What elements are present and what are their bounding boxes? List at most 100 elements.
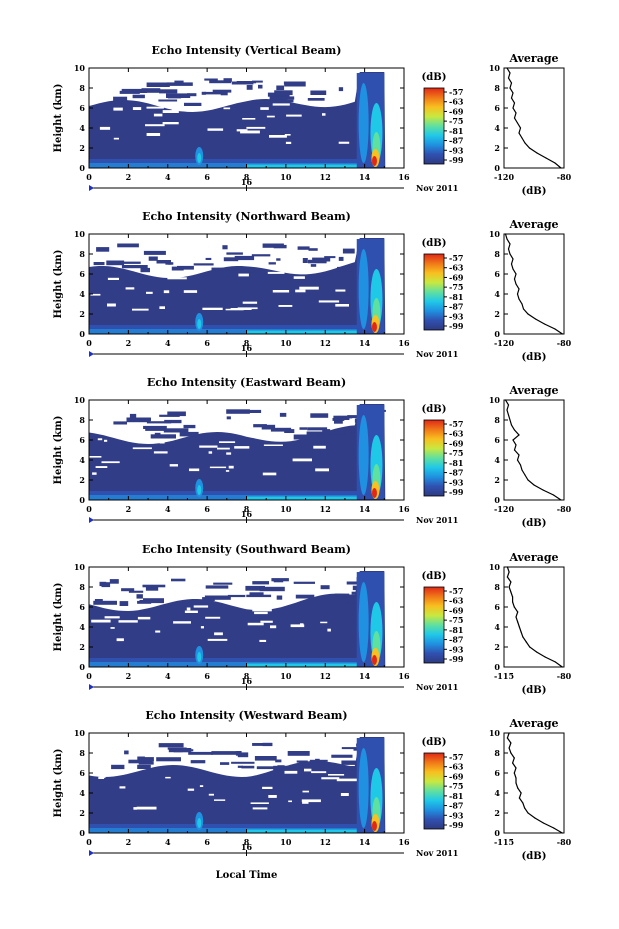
average-profile-point — [507, 404, 510, 406]
panel-2: Echo Intensity (Eastward Beam) 0 2 4 6 8 10 12 1… — [53, 376, 572, 529]
average-profile-point — [510, 263, 513, 265]
average-profile-point — [525, 641, 527, 643]
x-tick-label: 8 — [244, 671, 250, 681]
echo-patch — [205, 257, 212, 260]
y-tick-label: 4 — [79, 455, 85, 465]
echo-patch — [101, 582, 111, 588]
y-axis-label: Height (km) — [53, 583, 64, 652]
echo-gap — [162, 122, 179, 125]
echo-patch — [341, 760, 366, 765]
average-profile-point — [513, 772, 515, 774]
y-tick-label: 6 — [79, 768, 85, 778]
average-profile-point — [512, 439, 514, 441]
echo-patch — [94, 599, 103, 602]
echo-gap — [272, 103, 290, 106]
echo-patch — [143, 598, 164, 604]
echo-patch — [141, 88, 161, 93]
average-profile-point — [524, 474, 526, 476]
average-profile-point — [512, 258, 514, 260]
echo-patch — [338, 256, 344, 261]
average-profile-point — [527, 313, 529, 315]
echo-patch — [223, 78, 232, 82]
plume-core — [197, 652, 202, 662]
panel-title: Echo Intensity (Vertical Beam) — [151, 44, 341, 57]
average-profile-point — [512, 92, 514, 94]
date-day-label: 16 — [241, 177, 253, 187]
x-tick-label: 10 — [280, 172, 292, 182]
echo-patch — [246, 594, 272, 598]
x-tick-label: 2 — [126, 338, 132, 348]
average-y-tick-label: 8 — [494, 415, 500, 425]
y-axis-label: Height (km) — [53, 416, 64, 485]
echo-gap — [288, 800, 292, 803]
echo-gap — [278, 305, 293, 307]
echo-gap — [163, 290, 170, 294]
average-y-tick-label: 6 — [494, 269, 500, 279]
average-profile-point — [543, 323, 546, 325]
echo-patch — [342, 248, 355, 254]
echo-patch — [183, 424, 196, 429]
echo-patch — [262, 742, 273, 747]
echo-gap — [320, 621, 328, 624]
average-profile-point — [527, 812, 529, 814]
echo-patch — [253, 424, 267, 428]
average-profile-point — [510, 82, 513, 84]
echo-patch — [270, 427, 292, 432]
echo-gap — [262, 472, 277, 476]
echo-gap — [165, 776, 171, 779]
x-tick-label: 12 — [320, 172, 331, 182]
echo-patch — [252, 743, 273, 746]
storm-band-a — [358, 415, 369, 495]
echo-patch — [275, 759, 282, 763]
colorbar-tick-label: -57 — [449, 253, 463, 263]
echo-patch — [320, 585, 330, 590]
echo-patch — [211, 751, 237, 755]
echo-field — [89, 238, 386, 334]
average-frame — [503, 399, 565, 501]
average-x-tick-label: -115 — [494, 837, 514, 847]
x-tick-label: 6 — [204, 172, 210, 182]
echo-gap — [260, 620, 273, 623]
average-profile-point — [517, 611, 519, 613]
average-profile-point — [513, 278, 516, 280]
x-tick-label: 8 — [244, 504, 250, 514]
average-profile-point — [507, 248, 510, 250]
x-tick-label: 12 — [320, 671, 331, 681]
echo-gap — [171, 108, 189, 112]
date-day-label: 16 — [241, 509, 253, 519]
echo-gap — [223, 107, 231, 110]
echo-gap — [247, 622, 264, 626]
plume-core — [197, 485, 202, 495]
average-profile-point — [518, 434, 520, 436]
y-tick-label: 8 — [79, 582, 85, 592]
echo-patch — [193, 263, 214, 266]
date-axis-arrow — [89, 517, 94, 523]
echo-patch — [128, 590, 144, 593]
average-y-tick-label: 8 — [494, 249, 500, 259]
echo-patch — [231, 761, 255, 764]
average-profile-point — [517, 787, 519, 789]
x-tick-label: 8 — [244, 172, 250, 182]
echo-patch — [276, 258, 281, 261]
echo-patch — [297, 246, 310, 250]
average-title: Average — [508, 551, 558, 564]
date-day-label: 16 — [241, 842, 253, 852]
echo-patch — [140, 267, 150, 273]
echo-patch — [281, 96, 295, 100]
average-profile-point — [518, 288, 520, 290]
echo-patch — [252, 80, 263, 83]
x-tick-label: 10 — [280, 671, 292, 681]
echo-gap — [268, 795, 277, 798]
y-tick-label: 10 — [74, 562, 86, 572]
date-day-label: 16 — [241, 343, 253, 353]
echo-gap — [250, 802, 269, 804]
echo-gap — [107, 277, 119, 280]
echo-patch — [132, 94, 145, 99]
echo-patch — [145, 586, 159, 591]
echo-gap — [217, 447, 230, 450]
x-tick-label: 0 — [86, 338, 92, 348]
echo-patch — [254, 756, 277, 761]
colorbar-tick-label: -63 — [449, 596, 464, 606]
echo-gap — [304, 768, 312, 772]
average-profile-point — [508, 747, 510, 749]
